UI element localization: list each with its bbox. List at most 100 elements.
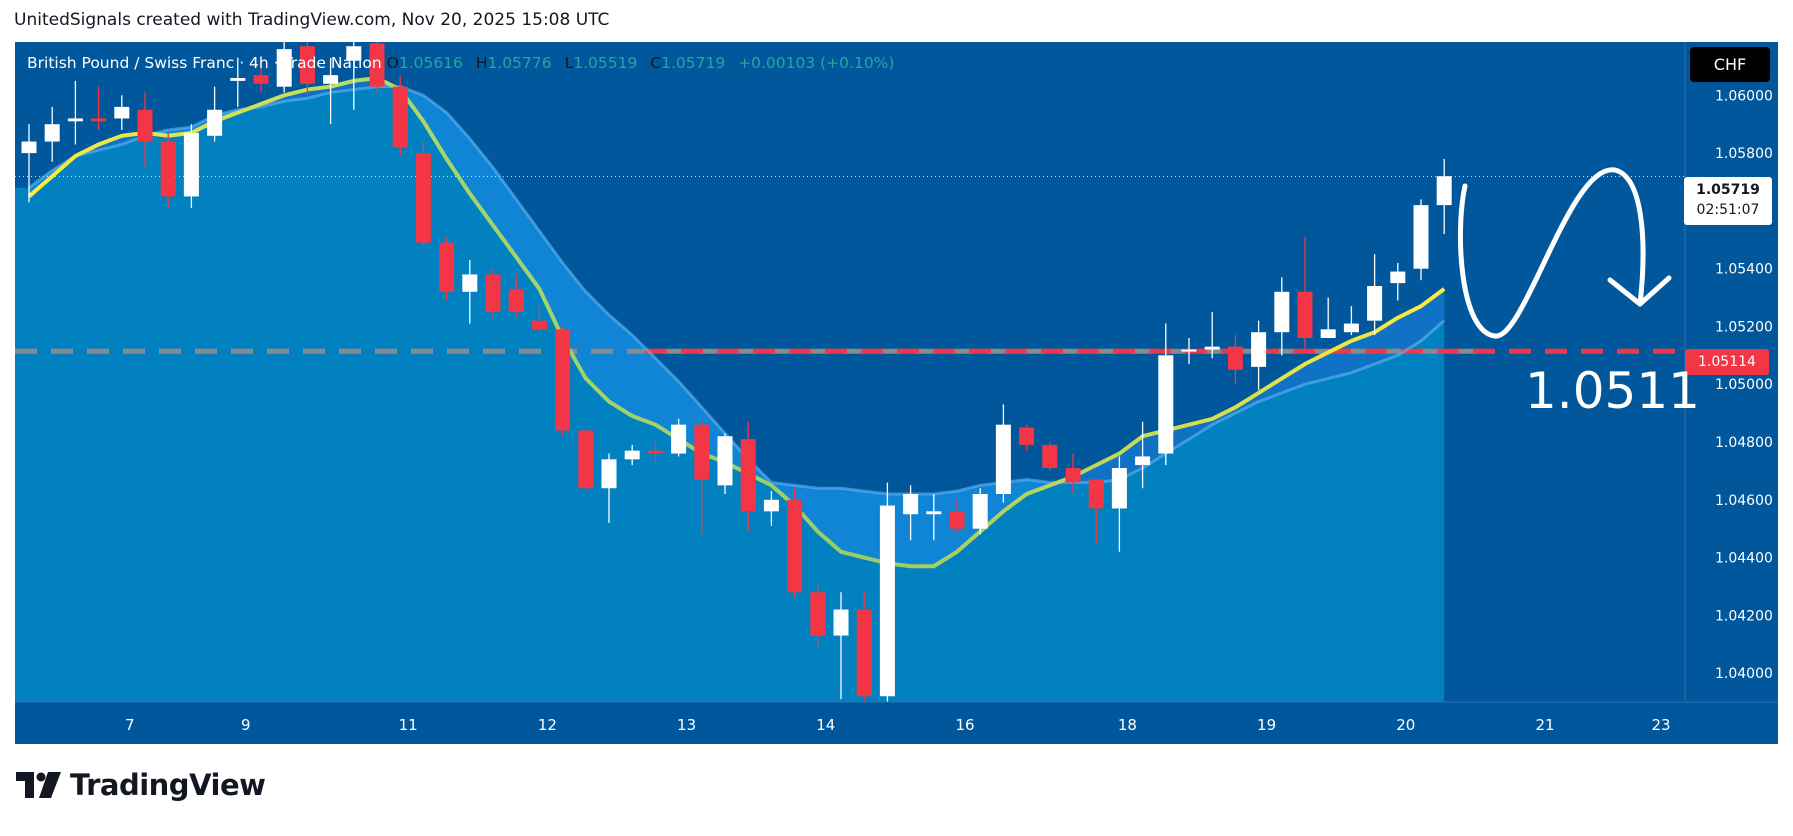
candle — [183, 124, 199, 208]
candle-body — [230, 78, 246, 81]
price-tick-label: 1.04800 — [1715, 435, 1773, 451]
candle — [1019, 424, 1035, 451]
high-label: H — [475, 54, 488, 72]
candle — [1065, 453, 1081, 494]
candle — [392, 75, 408, 156]
candle — [578, 430, 594, 492]
candle — [230, 57, 246, 107]
tradingview-brand[interactable]: TradingView — [16, 768, 266, 802]
time-axis[interactable]: 7 9 11 12 13 14 16 18 19 20 21 23 — [15, 701, 1778, 744]
price-tick-label: 1.04200 — [1715, 608, 1773, 624]
candle — [160, 132, 176, 208]
time-tick-label: 11 — [399, 716, 418, 734]
candle-body — [1413, 205, 1429, 269]
candle-body — [1297, 291, 1313, 338]
ema-ribbon-fill — [15, 78, 1445, 702]
candle — [1181, 338, 1197, 364]
candle-body — [949, 511, 965, 529]
candle — [949, 499, 965, 535]
time-axis-bg — [15, 702, 1778, 744]
candle — [1088, 479, 1104, 544]
candle — [1436, 158, 1452, 234]
candle-body — [67, 118, 83, 122]
candle — [717, 433, 733, 494]
candle-body — [137, 109, 153, 142]
close-label: C — [650, 54, 662, 72]
candle-body — [323, 75, 339, 84]
candle — [1367, 254, 1383, 336]
candle — [91, 86, 107, 130]
candle-body — [740, 439, 756, 512]
forecast-drawing — [1457, 167, 1672, 339]
candle — [763, 491, 779, 526]
candle — [601, 453, 617, 523]
candle-body — [346, 46, 362, 61]
symbol-name: British Pound / Swiss Franc · 4h · Trade… — [27, 54, 382, 72]
candle-body — [462, 274, 478, 292]
candle — [647, 442, 663, 463]
candle-body — [1158, 355, 1174, 454]
price-axis[interactable]: 1.060001.058001.056001.054001.052001.050… — [1684, 42, 1778, 702]
time-tick-label: 7 — [125, 716, 135, 734]
candle — [1320, 297, 1336, 338]
ema-slow-line — [28, 85, 1446, 496]
annotation-level-text: 1.0511 — [1525, 362, 1700, 420]
candle-body — [44, 124, 60, 142]
candle — [1274, 277, 1290, 356]
candle-body — [1436, 176, 1452, 206]
low-value: 1.05519 — [573, 54, 638, 72]
low-label: L — [564, 54, 574, 72]
candle-body — [717, 436, 733, 486]
candle-body — [972, 494, 988, 529]
candle — [879, 482, 895, 711]
ema-fast-line — [27, 75, 1446, 569]
candle — [787, 488, 803, 598]
last-price-tag: 1.05719 02:51:07 — [1684, 177, 1772, 225]
candle-body — [183, 132, 199, 197]
candle — [995, 404, 1011, 503]
currency-button[interactable]: CHF — [1690, 47, 1770, 82]
candle — [624, 444, 640, 466]
time-tick-label: 21 — [1535, 716, 1554, 734]
candles — [21, 42, 1452, 714]
candle-body — [531, 320, 547, 330]
candle — [833, 592, 849, 700]
candle-body — [1274, 291, 1290, 333]
candle-body — [555, 329, 571, 431]
price-tick-label: 1.05800 — [1715, 146, 1773, 162]
candle-body — [160, 141, 176, 197]
candle — [1135, 421, 1151, 489]
price-tick-label: 1.04600 — [1715, 493, 1773, 509]
candle-body — [1065, 468, 1081, 483]
time-tick-label: 18 — [1118, 716, 1137, 734]
time-tick-label: 20 — [1396, 716, 1415, 734]
candle-body — [1251, 332, 1267, 367]
candle — [114, 95, 130, 130]
candle-body — [1135, 456, 1151, 466]
price-tick-label: 1.05400 — [1715, 262, 1773, 278]
candle — [1042, 442, 1058, 471]
candle-body — [624, 450, 640, 460]
candle-body — [833, 609, 849, 636]
candle — [694, 418, 710, 535]
candle-body — [369, 43, 385, 87]
candle-body — [1088, 479, 1104, 509]
candle-body — [91, 118, 107, 122]
support-level-tag: 1.05114 — [1685, 349, 1769, 375]
time-tick-label: 14 — [816, 716, 835, 734]
candle-body — [1181, 349, 1197, 352]
candle-body — [810, 592, 826, 636]
time-tick-label: 9 — [241, 716, 251, 734]
candle-body — [1042, 444, 1058, 468]
ribbon-area — [15, 86, 1445, 702]
chart-caption: UnitedSignals created with TradingView.c… — [14, 10, 610, 30]
candle-body — [253, 75, 269, 84]
candle-body — [856, 609, 872, 697]
candle-body — [114, 106, 130, 119]
chart-panel[interactable]: 1.060001.058001.056001.054001.052001.050… — [15, 42, 1778, 744]
close-value: 1.05719 — [661, 54, 726, 72]
candle — [44, 106, 60, 162]
candle — [1413, 199, 1429, 281]
price-chart[interactable]: 1.060001.058001.056001.054001.052001.050… — [15, 42, 1778, 744]
candle-body — [995, 424, 1011, 494]
